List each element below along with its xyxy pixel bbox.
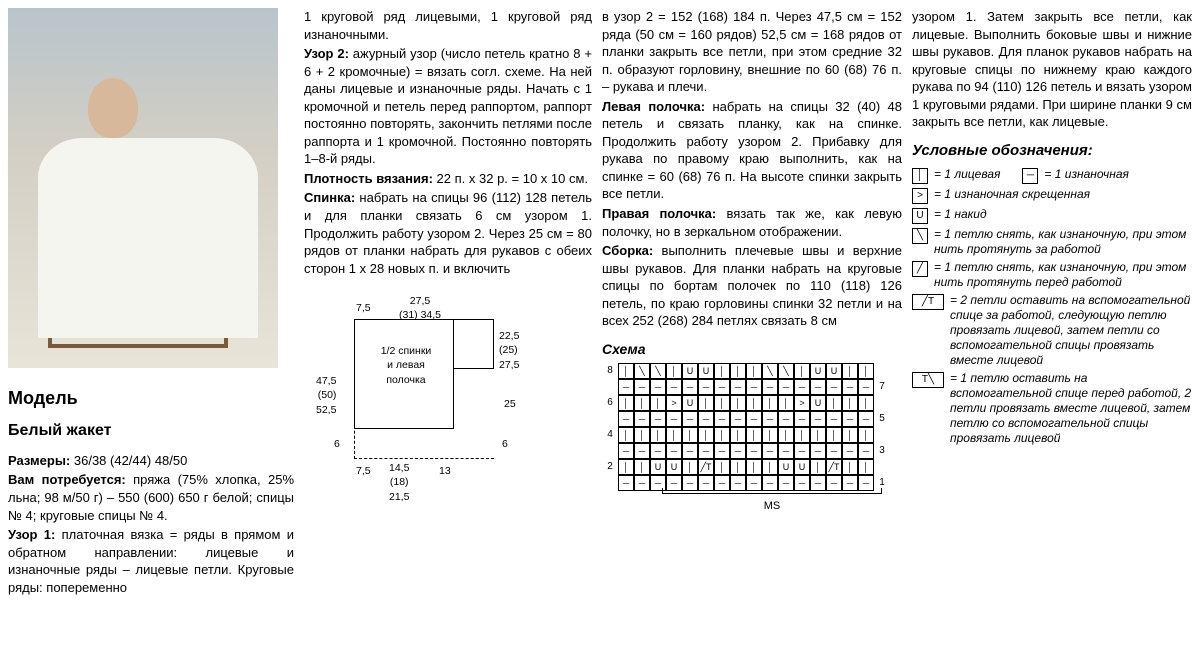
ms-bracket: MS bbox=[602, 493, 902, 514]
col3-p1: в узор 2 = 152 (168) 184 п. Через 47,5 с… bbox=[602, 8, 902, 96]
column-4: узором 1. Затем закрыть все петли, как л… bbox=[912, 8, 1192, 647]
legend-item: U= 1 накид bbox=[912, 207, 1192, 224]
assembly: Сборка: выполнить плечевые швы и верхние… bbox=[602, 242, 902, 330]
schematic-center-label: 1/2 спинкии леваяполочка bbox=[366, 344, 446, 387]
legend-item: ╲= 1 петлю снять, как изнаночную, при эт… bbox=[912, 227, 1192, 257]
legend-item: ╱= 1 петлю снять, как изнаночную, при эт… bbox=[912, 260, 1192, 290]
legend-list: │= 1 лицевая─= 1 изнаночная >= 1 изнаночн… bbox=[912, 167, 1192, 449]
schema-title: Схема bbox=[602, 340, 902, 359]
legend-title: Условные обозначения: bbox=[912, 141, 1192, 161]
legend-item: T╲= 1 петлю оставить на вспомогательной … bbox=[912, 371, 1192, 446]
model-photo bbox=[8, 8, 278, 368]
column-3: в узор 2 = 152 (168) 184 п. Через 47,5 с… bbox=[602, 8, 902, 647]
right-front: Правая полочка: вязать так же, как левую… bbox=[602, 205, 902, 240]
col4-p1: узором 1. Затем закрыть все петли, как л… bbox=[912, 8, 1192, 131]
pattern1: Узор 1: платочная вязка = ряды в прямом … bbox=[8, 526, 294, 596]
left-front: Левая полочка: набрать на спицы 32 (40) … bbox=[602, 98, 902, 203]
back-piece: Спинка: набрать на спицы 96 (112) 128 пе… bbox=[304, 189, 592, 277]
legend-item: >= 1 изнаночная скрещенная bbox=[912, 187, 1192, 204]
materials: Вам потребуется: пряжа (75% хлопка, 25% … bbox=[8, 471, 294, 524]
density: Плотность вязания: 22 п. х 32 р. = 10 х … bbox=[304, 170, 592, 188]
schema-chart: Схема 8│╲╲│UU│││╲╲│UU││────────────────7… bbox=[602, 340, 902, 514]
column-2: 1 круговой ряд лицевыми, 1 круговой ряд … bbox=[304, 8, 592, 647]
model-label: Модель bbox=[8, 386, 294, 410]
col2-p1: 1 круговой ряд лицевыми, 1 круговой ряд … bbox=[304, 8, 592, 43]
subtitle: Белый жакет bbox=[8, 420, 294, 442]
page-root: Модель Белый жакет Размеры: 36/38 (42/44… bbox=[8, 8, 1192, 647]
schematic-diagram: 1/2 спинкии леваяполочка 7,5 27,5(31) 34… bbox=[304, 289, 564, 479]
pattern2: Узор 2: ажурный узор (число петель кратн… bbox=[304, 45, 592, 168]
legend-item: ╱T= 2 петли оставить на вспомогательной … bbox=[912, 293, 1192, 368]
sizes: Размеры: 36/38 (42/44) 48/50 bbox=[8, 452, 294, 470]
column-1: Модель Белый жакет Размеры: 36/38 (42/44… bbox=[8, 8, 294, 647]
legend-item: │= 1 лицевая─= 1 изнаночная bbox=[912, 167, 1192, 184]
schema-grid: 8│╲╲│UU│││╲╲│UU││────────────────76│││>U… bbox=[602, 363, 902, 491]
